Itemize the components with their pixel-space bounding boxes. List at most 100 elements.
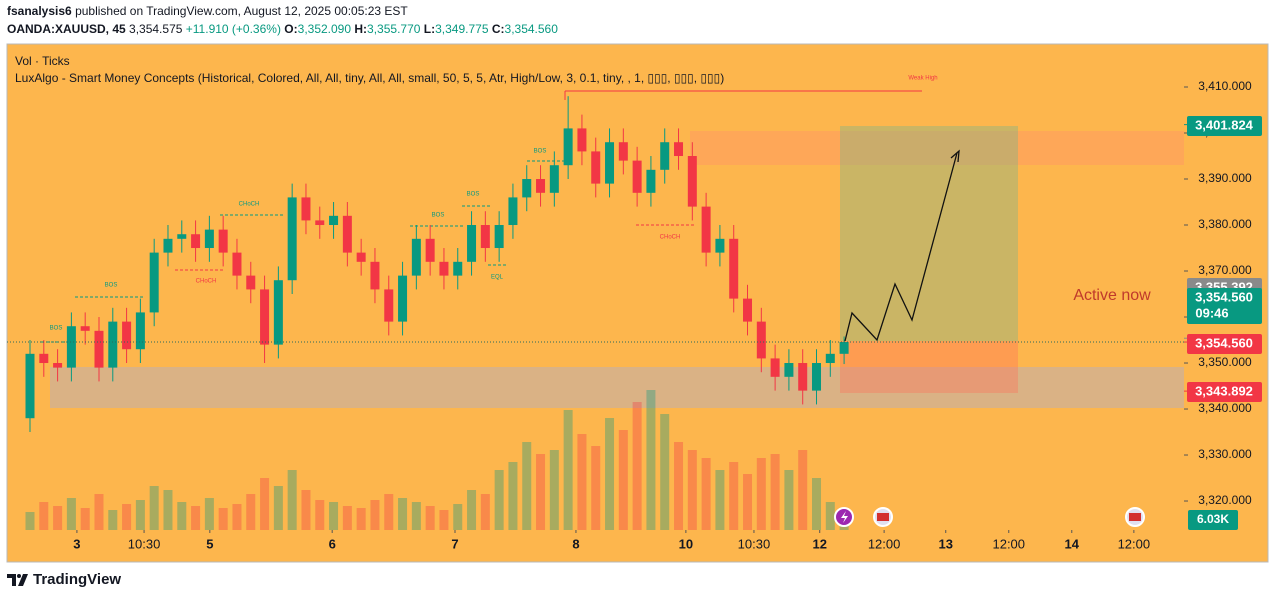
volume-bar bbox=[632, 402, 642, 530]
annotation: CHoCH bbox=[660, 235, 681, 241]
candle-body bbox=[370, 261, 380, 290]
candle-body bbox=[522, 179, 532, 198]
x-tick-label: 12:00 bbox=[868, 536, 901, 551]
candle-body bbox=[135, 312, 145, 350]
y-tick-label: 3,410.000 bbox=[1198, 79, 1252, 93]
volume-bar bbox=[370, 500, 380, 530]
annotation: EQL bbox=[491, 275, 504, 281]
candle-body bbox=[715, 238, 725, 253]
candle-body bbox=[25, 353, 35, 419]
volume-bar bbox=[467, 490, 477, 530]
candle-body bbox=[646, 169, 656, 193]
ohlc-key: O: bbox=[284, 22, 298, 36]
volume-bar bbox=[646, 390, 656, 530]
annotation: BOS bbox=[50, 326, 63, 332]
projection-path bbox=[844, 152, 958, 342]
volume-bar bbox=[25, 512, 35, 530]
change: +11.910 (+0.36%) bbox=[185, 22, 281, 36]
volume-bar bbox=[563, 410, 573, 530]
indicator-legend: LuxAlgo - Smart Money Concepts (Historic… bbox=[15, 71, 725, 85]
symbol-line: OANDA:XAUUSD, 45 3,354.575 +11.910 (+0.3… bbox=[7, 22, 558, 36]
candle-body bbox=[480, 225, 490, 249]
ohlc-key: C: bbox=[491, 22, 505, 36]
price-badge-label: 3,343.892 bbox=[1195, 383, 1253, 398]
volume-bar bbox=[798, 450, 808, 530]
volume-bar bbox=[425, 506, 435, 530]
candle-body bbox=[149, 252, 159, 313]
candle-body bbox=[53, 363, 63, 368]
volume-bar bbox=[398, 498, 408, 530]
annotation: Active now bbox=[1073, 287, 1151, 304]
candle-body bbox=[315, 220, 325, 226]
volume-bar bbox=[480, 494, 490, 530]
event-icon bbox=[877, 513, 889, 521]
y-tick-label: 3,390.000 bbox=[1198, 171, 1252, 185]
annotation: BOS bbox=[105, 283, 118, 289]
x-tick-label: 5 bbox=[206, 536, 213, 551]
volume-bar bbox=[39, 502, 49, 530]
logo: TradingView bbox=[7, 571, 121, 588]
x-tick-label: 6 bbox=[329, 536, 336, 551]
y-tick-label: 3,320.000 bbox=[1198, 493, 1252, 507]
x-tick-label: 8 bbox=[572, 536, 579, 551]
ohlc-key: L: bbox=[423, 22, 436, 36]
chart-pane bbox=[6, 43, 1269, 563]
y-tick-label: 3,350.000 bbox=[1198, 355, 1252, 369]
volume-bar bbox=[356, 508, 366, 530]
target-area bbox=[840, 126, 1018, 341]
volume-bar bbox=[191, 506, 201, 530]
candle-body bbox=[687, 156, 697, 207]
annotation: CHoCH bbox=[239, 202, 260, 208]
supply-zone bbox=[690, 131, 1184, 165]
candle-body bbox=[701, 206, 711, 253]
volume-bar bbox=[770, 454, 780, 530]
volume-bar bbox=[94, 494, 104, 530]
volume-bar bbox=[177, 502, 187, 530]
candle-body bbox=[563, 128, 573, 166]
ohlc-key: H: bbox=[354, 22, 368, 36]
ohlc-value: 3,349.775 bbox=[435, 22, 489, 36]
volume-bar bbox=[439, 510, 449, 530]
candle-body bbox=[660, 142, 670, 170]
volume-bar bbox=[232, 504, 242, 530]
candle-body bbox=[743, 298, 753, 322]
volume-bar bbox=[453, 504, 463, 530]
candle-body bbox=[384, 289, 394, 322]
volume-bar bbox=[743, 474, 753, 530]
candle-body bbox=[108, 321, 118, 368]
author: fsanalysis6 bbox=[7, 4, 72, 18]
volume-bar bbox=[246, 494, 256, 530]
logo-icon bbox=[7, 574, 28, 586]
annotation: Weak High bbox=[908, 76, 937, 82]
volume-bar bbox=[812, 478, 822, 530]
structure-lines bbox=[41, 160, 695, 343]
candle-body bbox=[356, 252, 366, 262]
price-badge-label: 3,354.560 bbox=[1195, 289, 1253, 304]
candle-body bbox=[218, 229, 228, 253]
volume-bar bbox=[384, 494, 394, 530]
indicator-legend: Vol · Ticks bbox=[15, 54, 70, 68]
volume-bar bbox=[108, 510, 118, 530]
x-tick-label: 10:30 bbox=[738, 536, 771, 551]
volume-bar bbox=[522, 442, 532, 530]
volume-bar bbox=[135, 500, 145, 530]
candle-body bbox=[618, 142, 628, 161]
candle-body bbox=[674, 142, 684, 157]
symbol: OANDA:XAUUSD, 45 bbox=[7, 22, 126, 36]
volume-bar bbox=[756, 458, 766, 530]
candle-body bbox=[784, 363, 794, 377]
stop-area bbox=[840, 341, 1018, 393]
marks: 6.03K 3,320.000 3,330.000 3,340.000 3,350.00… bbox=[7, 79, 1262, 551]
candle-body bbox=[770, 358, 780, 377]
annotations: Weak High BOS BOS CHoCH BOS BOS BOS EQL … bbox=[50, 76, 1151, 332]
y-tick-label: 3,330.000 bbox=[1198, 447, 1252, 461]
last-price: 3,354.575 bbox=[129, 22, 183, 36]
candle-body bbox=[411, 238, 421, 276]
candle-body bbox=[122, 321, 132, 350]
volume-bar bbox=[508, 462, 518, 530]
x-tick-label: 3 bbox=[73, 536, 80, 551]
volume-bar bbox=[301, 490, 311, 530]
volume-bar bbox=[273, 486, 283, 530]
candle-body bbox=[177, 234, 187, 239]
